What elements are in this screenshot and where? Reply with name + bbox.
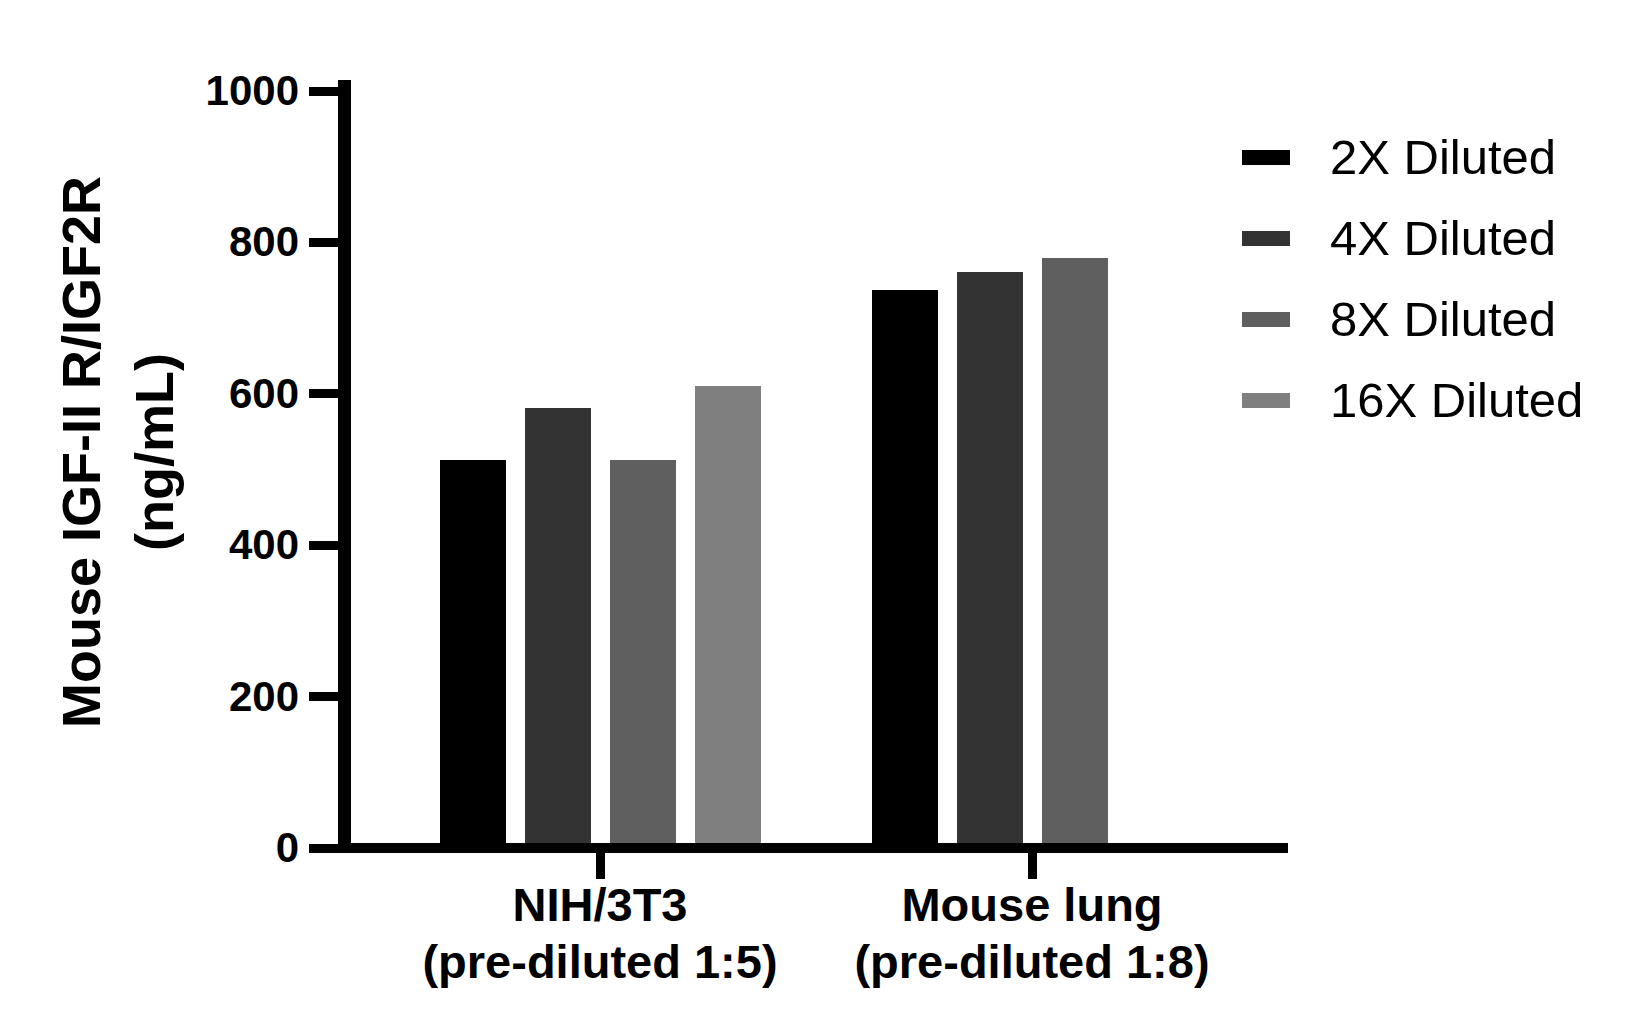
y-tick-label-600: 600 — [0, 373, 299, 415]
bar-8x-diluted-group2 — [1042, 258, 1108, 848]
y-tick-label-0: 0 — [0, 827, 299, 869]
bar-2x-diluted-group2 — [872, 290, 938, 848]
y-tick-1000 — [309, 87, 338, 96]
legend-swatch-16x-diluted — [1242, 393, 1290, 408]
legend-swatch-4x-diluted — [1242, 231, 1290, 246]
y-tick-label-400: 400 — [0, 524, 299, 566]
legend-swatch-2x-diluted — [1242, 150, 1290, 165]
y-tick-800 — [309, 238, 338, 247]
legend-label: 4X Diluted — [1330, 214, 1556, 263]
x-axis-group-label-2: Mouse lung(pre-diluted 1:8) — [722, 876, 1342, 990]
y-tick-400 — [309, 541, 338, 550]
legend-row-4x-diluted: 4X Diluted — [1242, 208, 1556, 268]
y-tick-label-1000: 1000 — [0, 70, 299, 112]
x-axis-line — [338, 843, 1288, 853]
bar-16x-diluted-group1 — [695, 386, 761, 848]
legend-row-2x-diluted: 2X Diluted — [1242, 127, 1556, 187]
x-axis-group-label-line1: Mouse lung — [722, 876, 1342, 933]
plot-area: 02004006008001000NIH/3T3(pre-diluted 1:5… — [0, 0, 1628, 1025]
y-tick-0 — [309, 844, 338, 853]
legend-label: 16X Diluted — [1330, 376, 1583, 425]
legend-label: 8X Diluted — [1330, 295, 1556, 344]
figure-canvas: Mouse IGF-II R/IGF2R (ng/mL) 02004006008… — [0, 0, 1628, 1025]
y-tick-label-200: 200 — [0, 676, 299, 718]
y-tick-label-800: 800 — [0, 221, 299, 263]
legend-label: 2X Diluted — [1330, 133, 1556, 182]
bar-4x-diluted-group2 — [957, 272, 1023, 848]
bar-2x-diluted-group1 — [440, 460, 506, 848]
y-tick-600 — [309, 389, 338, 398]
legend-row-8x-diluted: 8X Diluted — [1242, 289, 1556, 349]
x-axis-group-label-line2: (pre-diluted 1:8) — [722, 933, 1342, 990]
legend-row-16x-diluted: 16X Diluted — [1242, 370, 1583, 430]
legend-swatch-8x-diluted — [1242, 312, 1290, 327]
bar-4x-diluted-group1 — [525, 408, 591, 848]
y-axis-line — [338, 80, 351, 853]
y-tick-200 — [309, 692, 338, 701]
bar-8x-diluted-group1 — [610, 460, 676, 848]
